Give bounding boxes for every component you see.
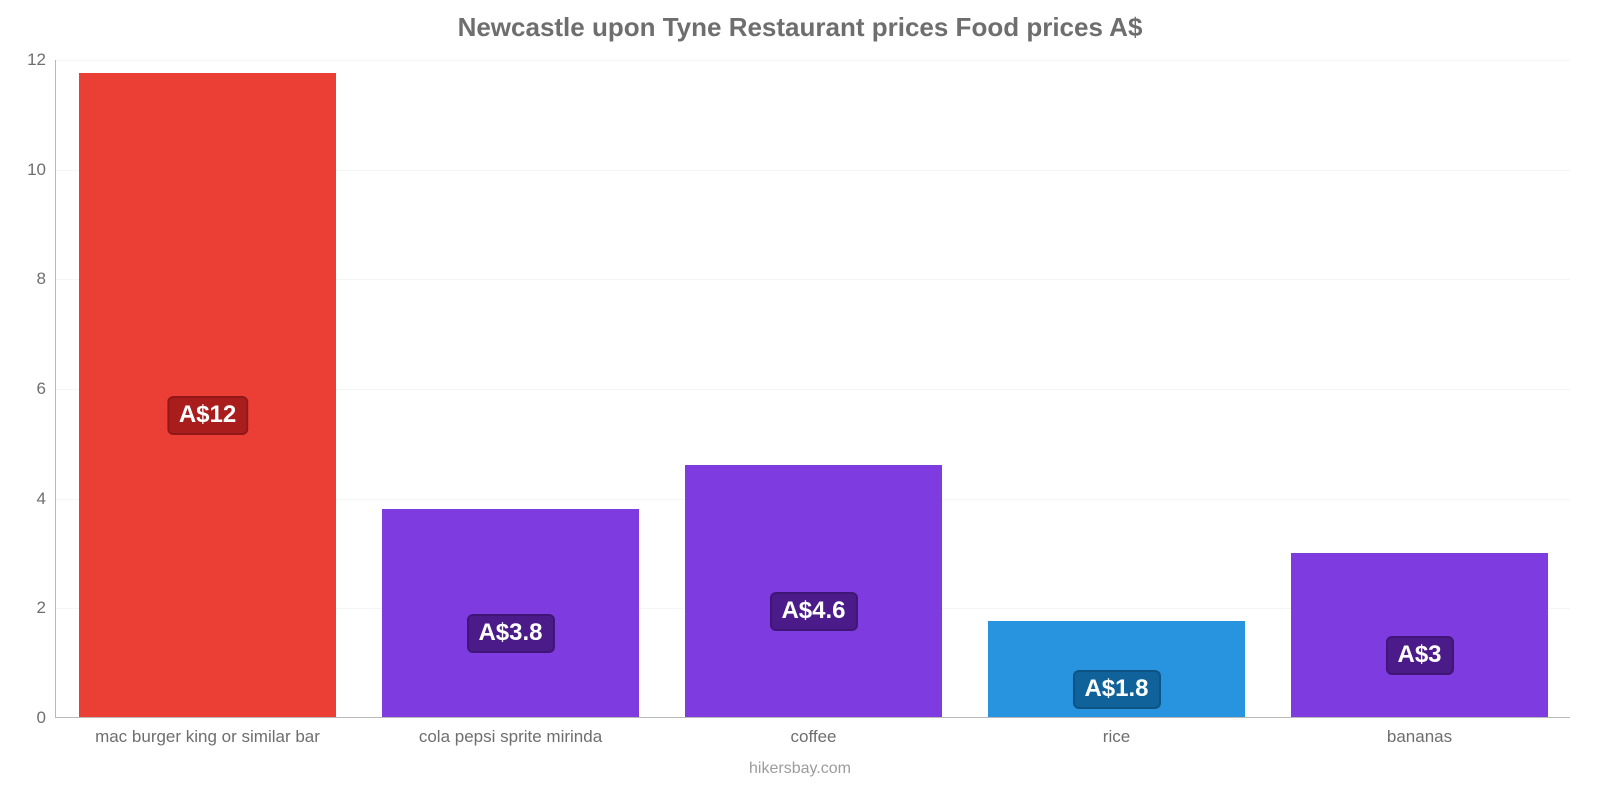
x-tick-label: coffee (790, 717, 836, 747)
y-tick-label: 6 (37, 379, 56, 399)
bar (382, 509, 640, 717)
chart-title: Newcastle upon Tyne Restaurant prices Fo… (0, 12, 1600, 43)
x-tick-label: cola pepsi sprite mirinda (419, 717, 602, 747)
y-tick-label: 10 (27, 160, 56, 180)
bar-value-label: A$1.8 (1072, 670, 1160, 709)
plot-area: A$12A$3.8A$4.6A$1.8A$3 024681012mac burg… (55, 60, 1570, 718)
x-tick-label: mac burger king or similar bar (95, 717, 320, 747)
y-tick-label: 0 (37, 708, 56, 728)
bar-value-label: A$12 (167, 396, 248, 435)
y-tick-label: 8 (37, 269, 56, 289)
bar-value-label: A$3.8 (466, 614, 554, 653)
gridline (56, 60, 1570, 61)
y-tick-label: 12 (27, 50, 56, 70)
bar-value-label: A$3 (1385, 636, 1453, 675)
price-bar-chart: Newcastle upon Tyne Restaurant prices Fo… (0, 0, 1600, 800)
y-tick-label: 4 (37, 489, 56, 509)
x-tick-label: bananas (1387, 717, 1452, 747)
bar-value-label: A$4.6 (769, 592, 857, 631)
y-tick-label: 2 (37, 598, 56, 618)
bar (1291, 553, 1549, 718)
chart-footer: hikersbay.com (0, 760, 1600, 778)
x-tick-label: rice (1103, 717, 1130, 747)
